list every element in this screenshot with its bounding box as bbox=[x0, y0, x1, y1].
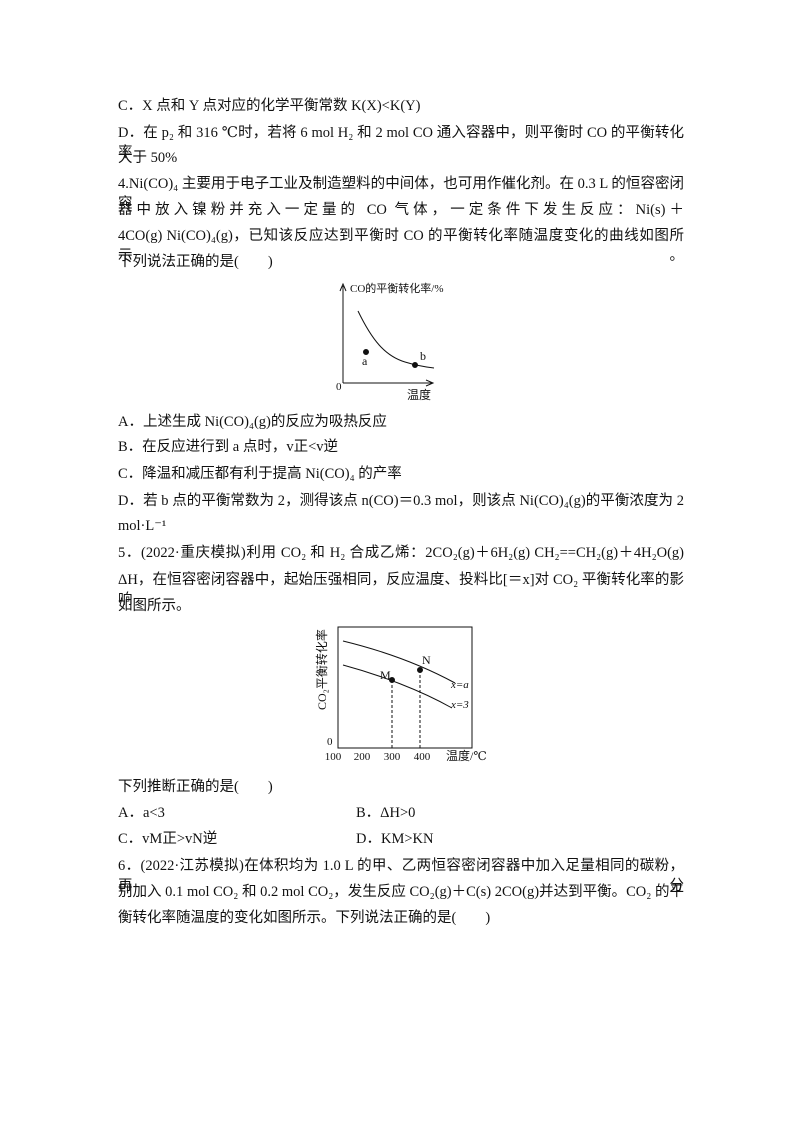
figure-2: 0 100 200 300 400 温度/℃ CO₂平衡转化率 M N x=a … bbox=[314, 626, 487, 763]
arrow bbox=[339, 282, 347, 292]
tick-label: 200 bbox=[354, 751, 371, 763]
figure-1: CO的平衡转化率/% 0 温度 a b bbox=[336, 281, 444, 402]
text-line: mol·L⁻¹ bbox=[118, 518, 167, 534]
text-line: B．在反应进行到 a 点时，v正<v逆 bbox=[118, 439, 339, 455]
origin-label: 0 bbox=[327, 736, 333, 748]
origin-label: 0 bbox=[336, 381, 342, 393]
text-line: A．上述生成 Ni(CO)₄(g)的反应为吸热反应 bbox=[118, 414, 387, 430]
curve bbox=[342, 640, 456, 684]
tick-label: 300 bbox=[384, 751, 401, 763]
text-line: 如图所示。 bbox=[118, 598, 191, 614]
point bbox=[417, 667, 423, 673]
text-line: C．降温和减压都有利于提高 Ni(CO)₄ 的产率 bbox=[118, 466, 402, 482]
text-line: 4CO(g) Ni(CO)₄(g)，已知该反应达到平衡时 CO 的平衡转化率随温… bbox=[118, 228, 684, 264]
text-line: 器中放入镍粉并充入一定量的 CO 气体，一定条件下发生反应：Ni(s)＋ bbox=[118, 202, 684, 218]
point bbox=[389, 677, 395, 683]
text-line: 6．(2022·江苏模拟)在体积均为 1.0 L 的甲、乙两恒容密闭容器中加入足… bbox=[118, 858, 684, 894]
tick-label: 400 bbox=[414, 751, 431, 763]
frame bbox=[337, 626, 473, 749]
text-line: 衡转化率随温度的变化如图所示。下列说法正确的是( ) bbox=[118, 910, 491, 926]
axis-label: 温度/℃ bbox=[446, 748, 487, 763]
point-label: N bbox=[422, 653, 431, 667]
option: A．a<3 bbox=[118, 805, 165, 821]
curve bbox=[357, 310, 435, 369]
axis-label: 温度 bbox=[407, 387, 431, 402]
text-line: D．若 b 点的平衡常数为 2，测得该点 n(CO)＝0.3 mol，则该点 N… bbox=[118, 493, 684, 509]
option: B．ΔH>0 bbox=[356, 805, 416, 821]
text-line: 4.Ni(CO)₄ 主要用于电子工业及制造塑料的中间体，也可用作催化剂。在 0.… bbox=[118, 176, 684, 212]
text-line: D．在 p₂ 和 316 ℃时，若将 6 mol H₂ 和 2 mol CO 通… bbox=[118, 125, 684, 161]
point bbox=[412, 362, 418, 368]
arrow bbox=[425, 379, 435, 387]
point-label: a bbox=[362, 354, 368, 368]
text-line: 5．(2022·重庆模拟)利用 CO₂ 和 H₂ 合成乙烯：2CO₂(g)＋6H… bbox=[118, 545, 684, 561]
curve bbox=[342, 664, 453, 709]
curve-label: x=3 bbox=[450, 699, 469, 711]
text-line: C．X 点和 Y 点对应的化学平衡常数 K(X)<K(Y) bbox=[118, 98, 421, 114]
text-line: ΔH，在恒容密闭容器中，起始压强相同，反应温度、投料比[＝x]对 CO₂ 平衡转… bbox=[118, 572, 684, 608]
text-line: 大于 50% bbox=[118, 150, 178, 166]
point-label: M bbox=[380, 668, 391, 682]
option: D．KM>KN bbox=[356, 831, 434, 847]
axis-label: CO₂平衡转化率 bbox=[314, 629, 329, 710]
tick-label: 100 bbox=[325, 751, 342, 763]
option: C．vM正>vN逆 bbox=[118, 831, 218, 847]
text-line: 别加入 0.1 mol CO₂ 和 0.2 mol CO₂，发生反应 CO₂(g… bbox=[118, 884, 684, 900]
axis-label: CO的平衡转化率/% bbox=[350, 281, 444, 295]
curve-label: x=a bbox=[450, 679, 469, 691]
text-line: 下列推断正确的是( ) bbox=[118, 779, 273, 795]
point bbox=[363, 349, 369, 355]
text-line: 下列说法正确的是( ) bbox=[118, 254, 273, 270]
point-label: b bbox=[420, 349, 426, 363]
